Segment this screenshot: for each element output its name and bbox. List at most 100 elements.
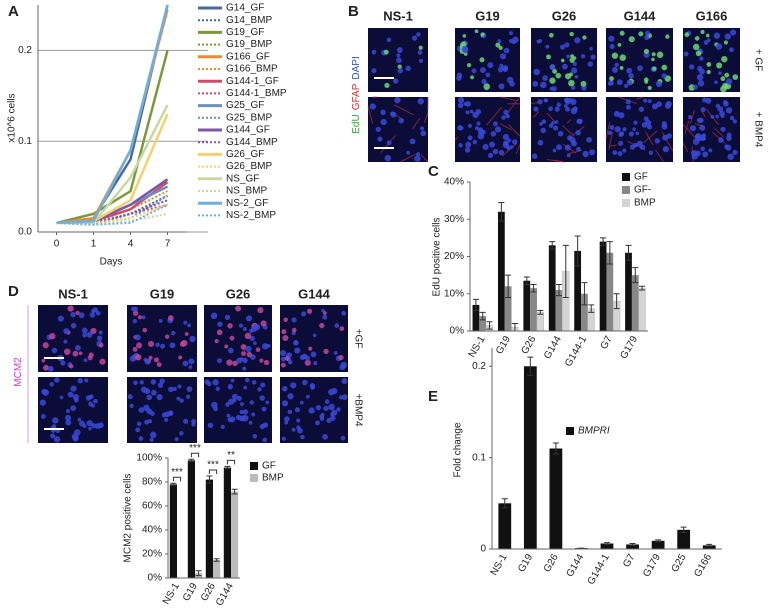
cell-nucleus — [563, 104, 568, 108]
cell-nucleus — [331, 387, 338, 395]
x-tick-label: G7 — [599, 334, 615, 351]
cell-nucleus — [582, 35, 587, 40]
cell-nucleus — [88, 352, 94, 358]
cell-nucleus — [633, 120, 638, 125]
cell-nucleus — [499, 63, 504, 68]
cell-nucleus — [301, 311, 307, 317]
error-bar — [523, 276, 530, 285]
cell-nucleus — [481, 78, 487, 85]
cell-nucleus — [617, 151, 623, 157]
cell-nucleus — [706, 62, 712, 67]
cell-nucleus — [483, 83, 490, 90]
cell-nucleus — [570, 98, 577, 106]
cell-nucleus — [242, 357, 248, 364]
cell-nucleus — [257, 307, 264, 314]
cell-nucleus — [86, 419, 93, 427]
fiber — [412, 118, 421, 130]
cell-nucleus — [551, 86, 557, 92]
cell-nucleus — [245, 345, 252, 353]
cell-nucleus — [380, 109, 386, 115]
cell-nucleus — [169, 342, 176, 349]
cell-nucleus — [216, 329, 223, 336]
cell-nucleus — [210, 312, 218, 320]
cell-nucleus — [310, 384, 316, 390]
cell-nucleus — [95, 423, 101, 429]
cell-nucleus — [463, 52, 468, 56]
legend-label: BMP — [262, 473, 284, 484]
cell-nucleus — [476, 121, 481, 126]
cell-nucleus — [341, 394, 348, 401]
x-tick-label: NS-1 — [161, 581, 182, 607]
cell-nucleus — [188, 358, 195, 365]
legend-swatch — [566, 427, 574, 435]
micrograph — [38, 377, 108, 443]
cell-nucleus — [70, 311, 76, 318]
cell-nucleus — [720, 76, 726, 82]
cell-nucleus — [457, 102, 464, 109]
bar — [625, 252, 632, 331]
cell-nucleus — [705, 33, 710, 38]
cell-nucleus — [689, 64, 695, 70]
cell-nucleus — [98, 342, 104, 348]
cell-nucleus — [618, 112, 625, 119]
cell-nucleus — [70, 385, 77, 392]
legend-swatch — [250, 474, 258, 482]
legend-label: G144-1_GF — [226, 76, 279, 87]
cell-nucleus — [699, 56, 704, 61]
cell-nucleus — [390, 111, 395, 117]
cell-nucleus — [725, 78, 733, 85]
cell-nucleus — [144, 388, 151, 395]
micrograph — [367, 96, 429, 163]
cell-nucleus — [512, 139, 518, 145]
cell-nucleus — [626, 67, 633, 74]
y-tick-label: 60% — [142, 501, 162, 512]
cell-nucleus — [458, 125, 464, 131]
cell-nucleus — [612, 66, 619, 73]
cell-nucleus — [699, 68, 705, 75]
cell-nucleus — [146, 408, 153, 415]
fiber — [655, 149, 665, 163]
bar — [549, 448, 563, 549]
cell-nucleus — [656, 51, 664, 59]
cell-nucleus — [416, 32, 421, 37]
cell-nucleus — [241, 351, 247, 357]
error-bar — [195, 570, 202, 577]
cell-nucleus — [555, 72, 562, 79]
cell-nucleus — [576, 146, 581, 152]
legend-label: G19_GF — [226, 27, 264, 38]
cell-nucleus — [462, 47, 469, 54]
cell-nucleus — [552, 68, 558, 74]
cell-nucleus — [480, 32, 485, 37]
cell-nucleus — [637, 65, 643, 71]
column-title: G26 — [552, 8, 577, 23]
fiber — [711, 131, 726, 145]
bar — [626, 544, 639, 549]
cell-nucleus — [386, 140, 392, 146]
cell-nucleus — [502, 141, 510, 149]
cell-nucleus — [294, 347, 301, 354]
cell-nucleus — [380, 118, 387, 126]
cell-nucleus — [624, 83, 629, 88]
x-tick-label: G179 — [618, 334, 640, 361]
cell-nucleus — [626, 79, 633, 86]
y-tick-label: 0% — [450, 326, 465, 337]
cell-nucleus — [281, 400, 289, 407]
cell-nucleus — [248, 420, 253, 425]
y-tick-label: 80% — [142, 477, 162, 488]
error-bar — [581, 282, 588, 306]
line-series — [56, 50, 169, 225]
cell-nucleus — [508, 38, 514, 44]
cell-nucleus — [474, 126, 480, 131]
cell-nucleus — [186, 386, 193, 392]
cell-nucleus — [489, 141, 496, 148]
cell-nucleus — [566, 54, 570, 59]
y-tick-label: 40% — [444, 177, 464, 188]
cell-nucleus — [260, 382, 266, 388]
cell-nucleus — [643, 48, 649, 54]
x-tick-label: G25 — [670, 552, 689, 574]
cell-nucleus — [67, 305, 74, 312]
cell-nucleus — [227, 417, 233, 423]
cell-nucleus — [696, 117, 703, 124]
cell-nucleus — [49, 332, 56, 340]
legend-label: G14_BMP — [226, 15, 272, 26]
